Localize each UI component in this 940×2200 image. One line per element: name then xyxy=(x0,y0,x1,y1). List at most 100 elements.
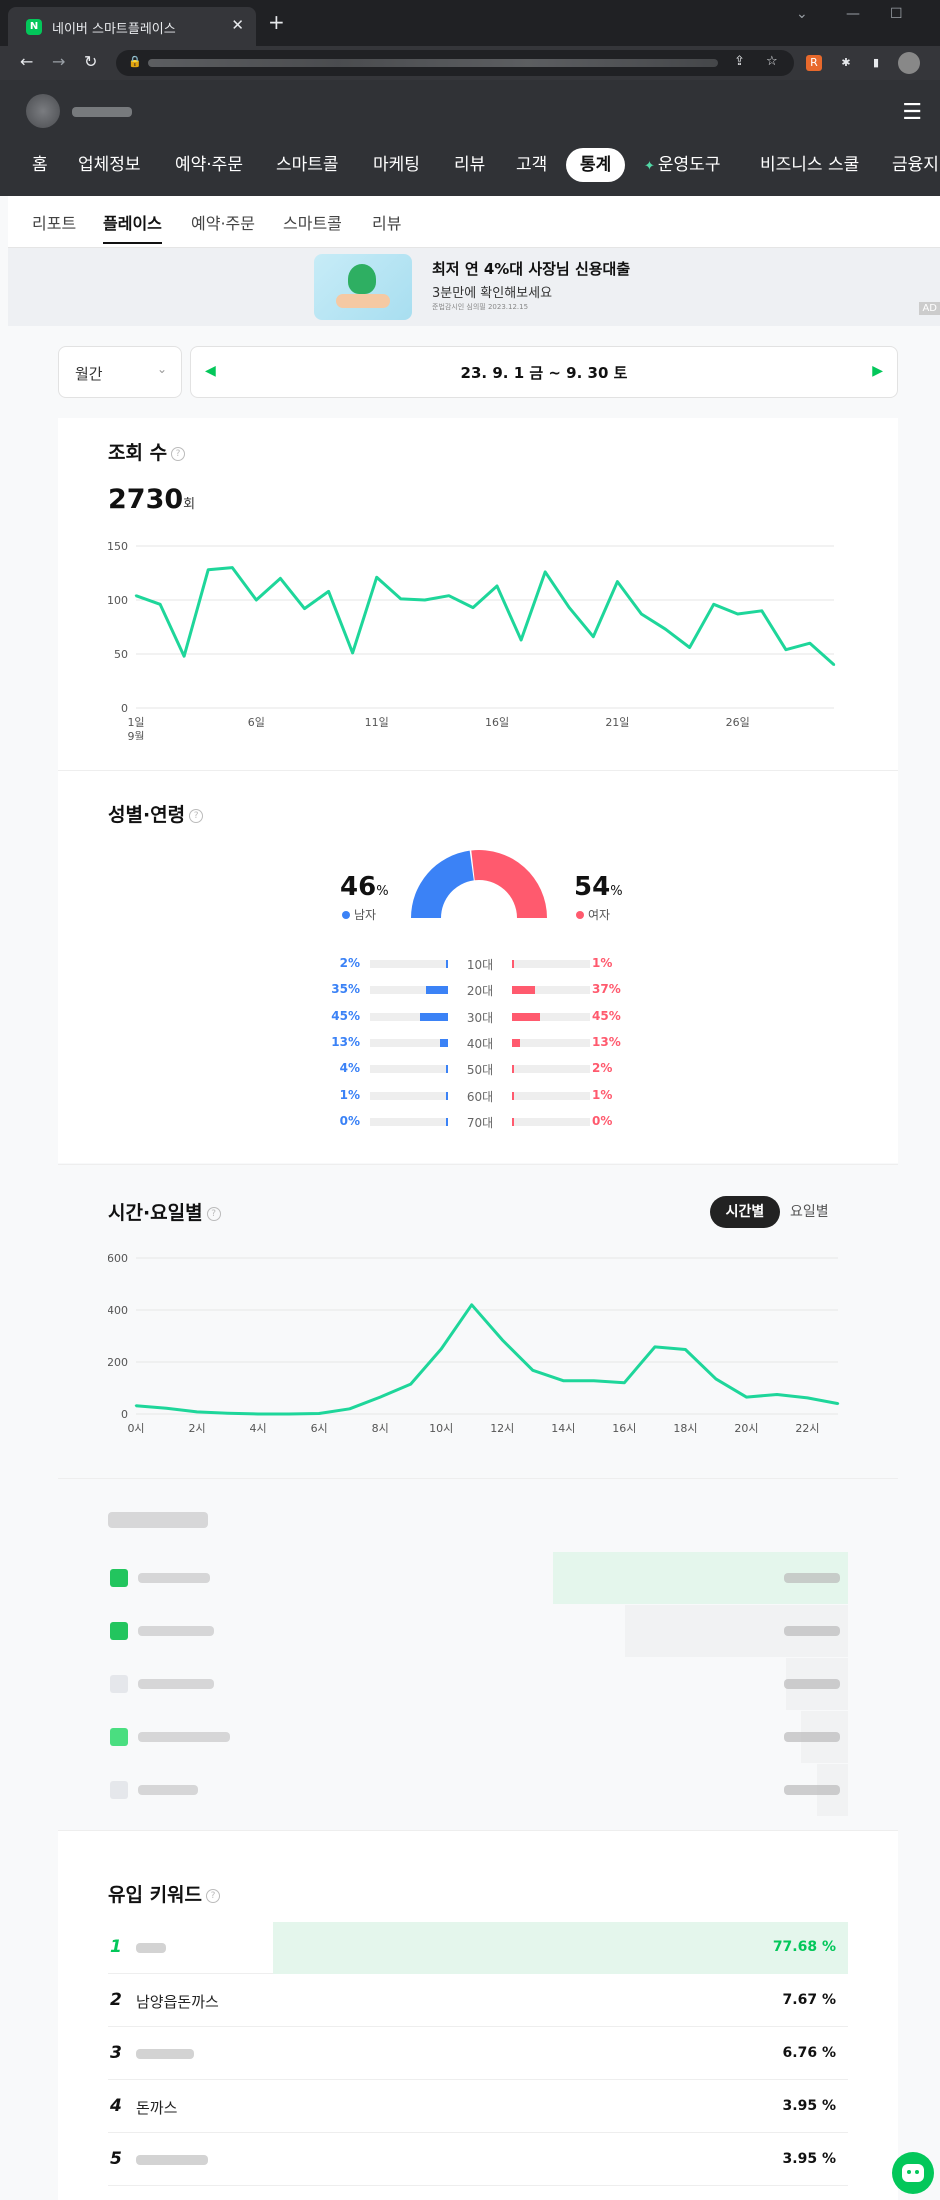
data-point[interactable] xyxy=(279,577,282,580)
menu-icon[interactable]: ☰ xyxy=(902,100,922,125)
data-point[interactable] xyxy=(653,1345,657,1349)
ad-banner[interactable]: 최저 연 4%대 사장님 신용대출 3분만에 확인해보세요 준법감시인 심의필 … xyxy=(8,248,940,326)
address-bar[interactable]: 🔒 ⇪ ☆ xyxy=(116,50,794,76)
data-point[interactable] xyxy=(806,1396,809,1400)
help-icon[interactable]: ? xyxy=(206,1206,221,1221)
data-point[interactable] xyxy=(501,1338,504,1342)
gnb-item-business-school[interactable]: 비즈니스 스쿨 xyxy=(760,155,860,175)
data-point[interactable] xyxy=(447,594,451,597)
data-point[interactable] xyxy=(158,603,162,606)
sidepanel-icon[interactable]: ▮ xyxy=(872,56,880,69)
help-icon[interactable]: ? xyxy=(189,808,204,823)
keyword-row[interactable]: 3 6.76 % xyxy=(108,2028,848,2080)
forward-arrow-icon[interactable]: → xyxy=(52,52,66,71)
data-point[interactable] xyxy=(592,635,595,638)
help-icon[interactable]: ? xyxy=(171,446,186,461)
keyword-row[interactable]: 1 77.68 % xyxy=(108,1922,848,1974)
data-point[interactable] xyxy=(423,598,427,602)
subtab-smartcall[interactable]: 스마트콜 xyxy=(283,214,342,233)
gnb-item-review[interactable]: 리뷰 xyxy=(454,155,486,175)
prev-period-icon[interactable]: ◀ xyxy=(205,363,216,379)
next-period-icon[interactable]: ▶ xyxy=(872,363,883,379)
puzzle-icon[interactable]: ✱ xyxy=(841,56,851,69)
data-point[interactable] xyxy=(543,570,547,574)
data-point[interactable] xyxy=(440,1347,443,1351)
data-point[interactable] xyxy=(226,1412,229,1415)
keyword-row[interactable]: 4 돈까스 3.95 % xyxy=(108,2081,848,2133)
data-point[interactable] xyxy=(375,576,378,579)
data-point[interactable] xyxy=(495,584,499,588)
subtab-report[interactable]: 리포트 xyxy=(32,214,77,233)
toggle-hourly[interactable]: 시간별 xyxy=(710,1196,780,1228)
subtab-reservation[interactable]: 예약·주문 xyxy=(191,214,255,233)
data-point[interactable] xyxy=(303,607,306,610)
data-point[interactable] xyxy=(568,606,571,609)
channel-row[interactable] xyxy=(108,1764,848,1816)
new-tab-icon[interactable]: + xyxy=(268,10,285,34)
data-point[interactable] xyxy=(736,612,739,616)
data-point[interactable] xyxy=(327,590,330,593)
data-point[interactable] xyxy=(231,566,234,569)
data-point[interactable] xyxy=(399,597,402,601)
data-point[interactable] xyxy=(470,1303,473,1306)
maximize-icon[interactable]: ☐ xyxy=(890,6,903,22)
data-point[interactable] xyxy=(836,1402,840,1405)
data-point[interactable] xyxy=(623,1381,626,1384)
chevron-down-icon[interactable]: ⌄ xyxy=(796,6,808,22)
gnb-item-marketing[interactable]: 마케팅 xyxy=(373,155,420,175)
keyword-row[interactable]: 2 남양읍돈까스 7.67 % xyxy=(108,1975,848,2027)
data-point[interactable] xyxy=(760,609,763,612)
channel-row[interactable] xyxy=(108,1552,848,1604)
data-point[interactable] xyxy=(640,612,643,616)
data-point[interactable] xyxy=(745,1395,748,1399)
gnb-item-smartcall[interactable]: 스마트콜 xyxy=(276,155,339,175)
gnb-item-customer[interactable]: 고객 xyxy=(516,155,548,175)
tab-close-icon[interactable]: ✕ xyxy=(231,16,244,34)
subtab-place[interactable]: 플레이스 xyxy=(103,210,162,244)
data-point[interactable] xyxy=(519,638,523,642)
gnb-item-finance[interactable]: 금융지 xyxy=(892,155,939,175)
store-name-blurred[interactable] xyxy=(72,107,132,117)
data-point[interactable] xyxy=(182,654,186,658)
period-select[interactable]: 월간 ⌄ xyxy=(58,346,182,398)
reload-icon[interactable]: ↻ xyxy=(84,52,98,71)
bookmark-star-icon[interactable]: ☆ xyxy=(766,54,778,69)
toggle-weekday[interactable]: 요일별 xyxy=(790,1204,829,1220)
data-point[interactable] xyxy=(409,1382,412,1386)
data-point[interactable] xyxy=(134,1404,138,1407)
chatbot-button[interactable] xyxy=(892,2152,934,2194)
share-icon[interactable]: ⇪ xyxy=(734,54,745,69)
help-icon[interactable]: ? xyxy=(206,1888,221,1903)
data-point[interactable] xyxy=(616,580,619,583)
data-point[interactable] xyxy=(688,646,691,649)
gnb-item-statistics[interactable]: 통계 xyxy=(566,148,626,182)
gnb-item-business-info[interactable]: 업체정보 xyxy=(78,155,141,175)
gnb-item-tools[interactable]: ✦ 운영도구 xyxy=(644,148,720,182)
minimize-icon[interactable]: — xyxy=(846,6,860,22)
data-point[interactable] xyxy=(195,1410,199,1414)
data-point[interactable] xyxy=(531,1369,534,1372)
profile-avatar[interactable] xyxy=(898,52,920,74)
data-point[interactable] xyxy=(207,568,210,571)
data-point[interactable] xyxy=(562,1379,565,1382)
extension-icon[interactable]: R xyxy=(806,55,822,71)
channel-row[interactable] xyxy=(108,1658,848,1710)
data-point[interactable] xyxy=(134,594,138,597)
subtab-review[interactable]: 리뷰 xyxy=(372,214,402,233)
data-point[interactable] xyxy=(256,1412,260,1416)
data-point[interactable] xyxy=(832,663,836,666)
data-point[interactable] xyxy=(287,1412,290,1416)
data-point[interactable] xyxy=(348,1407,351,1410)
data-point[interactable] xyxy=(165,1407,168,1410)
data-point[interactable] xyxy=(664,627,667,631)
data-point[interactable] xyxy=(808,642,812,645)
browser-tab[interactable]: N 네이버 스마트플레이스 ✕ xyxy=(8,7,256,46)
data-point[interactable] xyxy=(255,598,258,602)
data-point[interactable] xyxy=(471,606,475,609)
data-point[interactable] xyxy=(684,1348,687,1351)
channel-row[interactable] xyxy=(108,1605,848,1657)
data-point[interactable] xyxy=(351,651,354,655)
data-point[interactable] xyxy=(712,603,715,606)
data-point[interactable] xyxy=(775,1393,779,1396)
channel-row[interactable] xyxy=(108,1711,848,1763)
